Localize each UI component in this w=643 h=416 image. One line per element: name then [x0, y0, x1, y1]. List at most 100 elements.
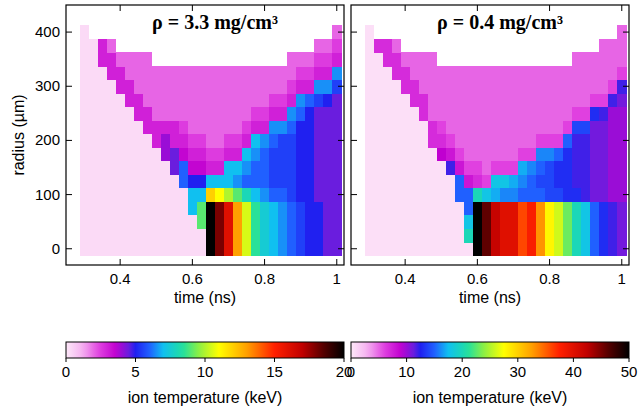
cell — [269, 93, 279, 107]
cell — [269, 242, 279, 256]
colorbar-tick — [517, 358, 518, 362]
y-tick — [623, 86, 629, 87]
cell — [89, 66, 99, 80]
cell — [197, 228, 207, 242]
cell — [608, 242, 618, 256]
cell — [500, 215, 510, 229]
cell — [572, 79, 582, 93]
cell — [188, 79, 198, 93]
cell — [305, 52, 315, 66]
cell — [305, 107, 315, 121]
cell — [89, 174, 99, 188]
cell — [233, 134, 243, 148]
cell — [296, 79, 306, 93]
cell — [581, 215, 591, 229]
cell — [401, 215, 411, 229]
cell — [260, 66, 270, 80]
cell — [482, 161, 492, 175]
cell — [383, 66, 393, 80]
x-axis-title: time (ns) — [459, 289, 521, 306]
cell — [392, 201, 402, 215]
cell — [143, 188, 153, 202]
cell — [269, 161, 279, 175]
cell — [410, 66, 420, 80]
y-tick — [351, 194, 357, 195]
cell — [251, 147, 261, 161]
cell — [287, 52, 297, 66]
cell — [419, 66, 429, 80]
cell — [446, 79, 456, 93]
cell — [287, 79, 297, 93]
cell — [242, 134, 252, 148]
cell — [179, 228, 189, 242]
cell — [536, 120, 546, 134]
cell — [233, 188, 243, 202]
cell — [446, 242, 456, 256]
cell — [197, 93, 207, 107]
cell — [143, 242, 153, 256]
y-tick — [66, 194, 72, 195]
cell — [287, 147, 297, 161]
cell — [518, 120, 528, 134]
cell — [215, 66, 225, 80]
cell — [278, 215, 288, 229]
cell — [464, 188, 474, 202]
x-tick — [405, 5, 406, 11]
cell — [500, 79, 510, 93]
cell — [572, 174, 582, 188]
cell — [197, 201, 207, 215]
cell — [80, 66, 90, 80]
cell — [125, 174, 135, 188]
cell — [314, 174, 324, 188]
cell — [278, 242, 288, 256]
cell — [374, 93, 384, 107]
colorbar-tick — [351, 358, 352, 362]
cell — [323, 228, 333, 242]
cell — [617, 93, 627, 107]
cell — [500, 147, 510, 161]
cell — [464, 161, 474, 175]
cell — [143, 215, 153, 229]
y-tick — [623, 194, 629, 195]
cell — [134, 93, 144, 107]
cell — [572, 147, 582, 161]
cell — [305, 161, 315, 175]
cell — [170, 93, 180, 107]
cell — [410, 79, 420, 93]
cell — [296, 107, 306, 121]
cell — [401, 120, 411, 134]
cell — [134, 52, 144, 66]
cell — [314, 39, 324, 53]
cell — [260, 120, 270, 134]
cell — [410, 52, 420, 66]
cell — [374, 215, 384, 229]
y-tick — [623, 248, 629, 249]
cell — [473, 93, 483, 107]
cell — [401, 188, 411, 202]
cell — [107, 52, 117, 66]
cell — [188, 201, 198, 215]
cell — [233, 66, 243, 80]
cell — [482, 242, 492, 256]
cell — [473, 147, 483, 161]
cell — [224, 120, 234, 134]
frame — [66, 5, 344, 265]
cell — [161, 93, 171, 107]
cell — [260, 188, 270, 202]
cell — [599, 242, 609, 256]
cell — [161, 107, 171, 121]
cell — [233, 147, 243, 161]
cell — [590, 188, 600, 202]
x-tick — [549, 259, 550, 265]
cell — [554, 79, 564, 93]
cell — [188, 147, 198, 161]
cell — [617, 107, 627, 121]
cell — [383, 147, 393, 161]
cell — [188, 120, 198, 134]
cell — [545, 215, 555, 229]
cell — [446, 201, 456, 215]
cell — [305, 201, 315, 215]
cell — [401, 52, 411, 66]
cell — [410, 107, 420, 121]
cell — [563, 120, 573, 134]
